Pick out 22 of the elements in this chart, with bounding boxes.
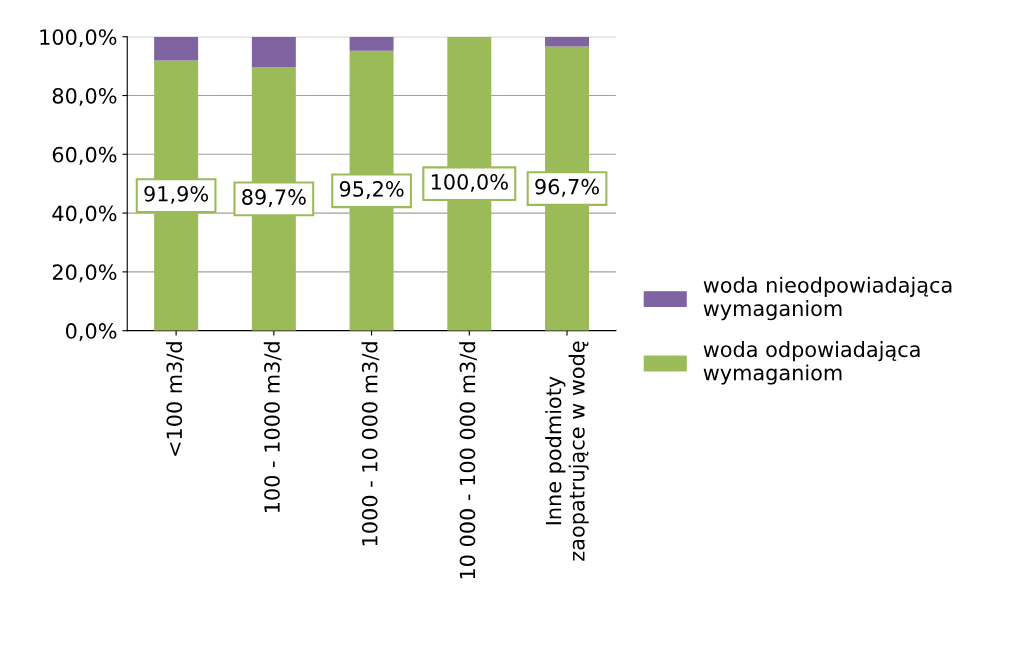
bar bbox=[545, 36, 590, 47]
data-label: 95,2% bbox=[339, 181, 404, 199]
data-label: 96,7% bbox=[535, 178, 599, 197]
legend-label: woda nieodpowiadająca wymaganiom bbox=[703, 276, 952, 321]
data-label: 89,7% bbox=[242, 189, 306, 208]
y-tick-label: 80,0% bbox=[52, 87, 117, 106]
bar bbox=[154, 36, 199, 61]
data-label: 91,9% bbox=[144, 185, 209, 204]
bar bbox=[251, 36, 296, 68]
x-tick-label: <100 m3/d bbox=[166, 342, 184, 456]
x-tick-label: Inne podmioty zaopatrujące w wodę bbox=[545, 341, 589, 561]
bar bbox=[349, 36, 394, 51]
y-tick-label: 60,0% bbox=[52, 146, 117, 165]
y-tick-label: 100,0% bbox=[40, 29, 117, 48]
y-tick-label: 40,0% bbox=[52, 205, 117, 224]
x-tick-label: 10 000 - 100 000 m3/d bbox=[459, 342, 477, 579]
data-label: 100,0% bbox=[431, 173, 508, 192]
y-tick-label: 0,0% bbox=[65, 323, 117, 341]
x-tick-label: 1000 - 10 000 m3/d bbox=[361, 342, 380, 546]
y-tick-label: 20,0% bbox=[52, 264, 117, 283]
legend-label: woda odpowiadająca wymaganiom bbox=[703, 341, 920, 385]
x-tick-label: 100 - 1000 m3/d bbox=[263, 342, 282, 513]
